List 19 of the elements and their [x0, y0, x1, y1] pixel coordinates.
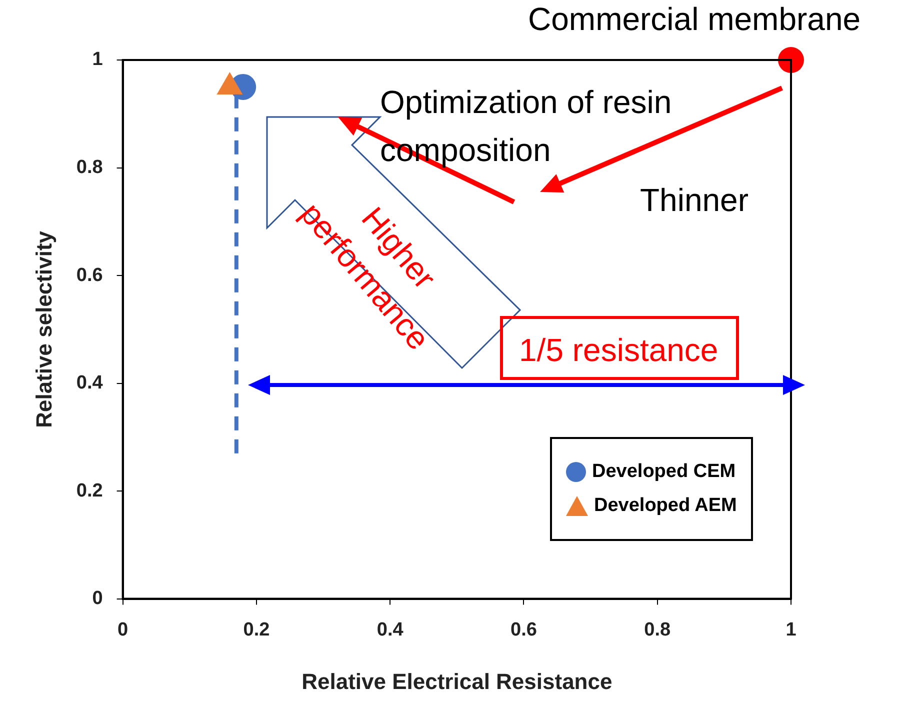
x-tick-label: 1 — [786, 619, 797, 640]
y-tick-label: 0 — [92, 588, 103, 610]
annotation: 1/5 resistance — [500, 316, 740, 380]
x-tick-label: 0.4 — [376, 619, 404, 640]
x-tick-label: 0.6 — [510, 619, 537, 640]
y-tick-label: 0.6 — [76, 264, 103, 286]
legend-label: Developed AEM — [594, 494, 737, 517]
x-tick-label: 0 — [118, 619, 128, 640]
x-axis-title: Relative Electrical Resistance — [302, 668, 612, 694]
y-tick-label: 1 — [92, 49, 104, 70]
y-tick-label: 0.4 — [76, 372, 104, 394]
legend-label: Developed CEM — [592, 460, 736, 483]
y-tick-label: 0.8 — [76, 156, 103, 178]
y-tick-label: 0.2 — [76, 480, 103, 502]
annotation: Commercial membrane — [528, 1, 861, 37]
annotation: Thinner — [640, 182, 748, 218]
x-tick-label: 0.8 — [644, 619, 671, 640]
y-axis-title: Relative selectivity — [31, 230, 56, 428]
x-tick-label: 0.2 — [243, 619, 270, 640]
